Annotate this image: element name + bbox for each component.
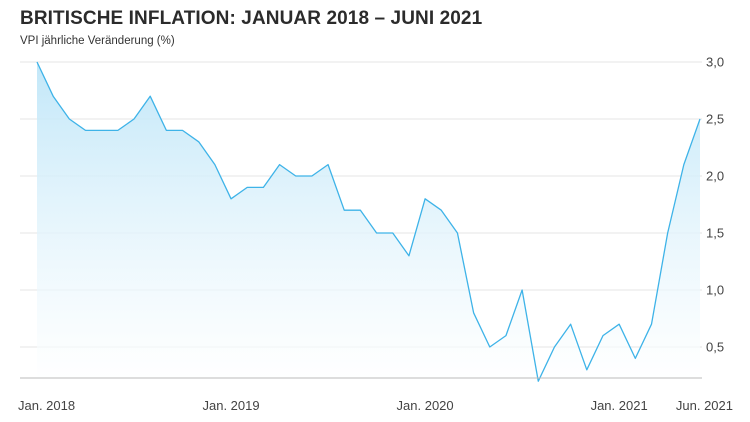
x-tick-label: Jan. 2020 bbox=[397, 398, 454, 413]
series-line bbox=[36, 61, 701, 382]
x-tick-label: Jan. 2018 bbox=[18, 398, 75, 413]
cpi-line bbox=[36, 61, 701, 382]
y-tick-label: 1,5 bbox=[706, 226, 724, 241]
chart-subtitle: VPI jährliche Veränderung (%) bbox=[20, 35, 175, 47]
y-tick-label: 2,0 bbox=[706, 169, 724, 184]
y-tick-label: 0,5 bbox=[706, 340, 724, 355]
chart-title: BRITISCHE INFLATION: JANUAR 2018 – JUNI … bbox=[20, 8, 483, 29]
y-tick-label: 1,0 bbox=[706, 283, 724, 298]
y-tick-labels: 3,0 2,5 2,0 1,5 1,0 0,5 bbox=[706, 55, 724, 355]
x-tick-label: Jan. 2021 bbox=[591, 398, 648, 413]
y-tick-label: 3,0 bbox=[706, 55, 724, 70]
x-tick-label: Jan. 2019 bbox=[202, 398, 259, 413]
y-tick-label: 2,5 bbox=[706, 112, 724, 127]
x-tick-labels: Jan. 2018 Jan. 2019 Jan. 2020 Jan. 2021 Jun.… bbox=[18, 398, 733, 413]
x-tick-label: Jun. 2021 bbox=[676, 398, 733, 413]
